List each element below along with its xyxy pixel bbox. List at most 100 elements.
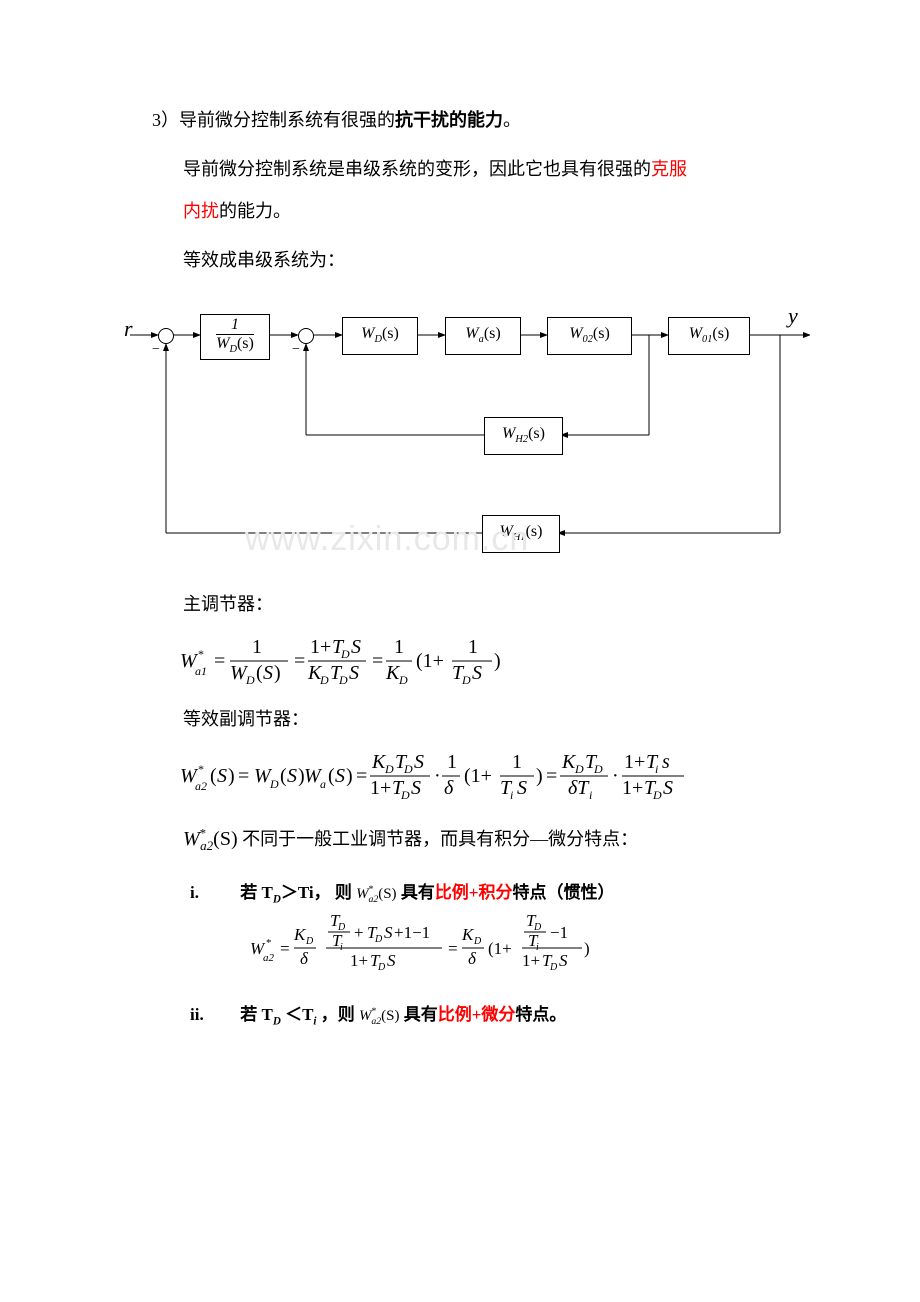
box1-num: 1 — [231, 317, 239, 334]
svg-text:1+: 1+ — [350, 951, 368, 970]
svg-text:D: D — [319, 673, 329, 687]
item-i: i. 若 TD＞Ti， 则 W*a2(S) 具有比例+积分特点（惯性） — [130, 878, 805, 905]
para3: 等效成串级系统为： — [130, 250, 345, 270]
box-w01: W01(s) — [668, 317, 750, 355]
svg-text:1: 1 — [447, 751, 457, 773]
svg-text:*: * — [198, 647, 204, 661]
svg-text:δ: δ — [444, 777, 454, 799]
equation-3: W*a2 = KD δ TD Ti +TDS+1−1 1+TDS = KD — [250, 912, 805, 984]
svg-text:1: 1 — [468, 636, 478, 658]
svg-text:D: D — [377, 962, 386, 973]
svg-text:): ) — [274, 662, 281, 684]
para4: 主调节器： — [130, 594, 273, 614]
svg-text:(: ( — [256, 662, 263, 684]
svg-text:(1+: (1+ — [416, 650, 444, 672]
para2-line1: 导前微分控制系统是串级系统的变形，因此它也具有很强的克服 — [130, 149, 805, 190]
svg-text:1+: 1+ — [370, 777, 391, 799]
svg-text:1+: 1+ — [622, 777, 643, 799]
svg-text:(1+: (1+ — [488, 939, 512, 958]
svg-text:D: D — [374, 934, 383, 945]
svg-text:D: D — [400, 788, 410, 802]
minus-2: − — [292, 342, 300, 358]
svg-text:=: = — [238, 765, 249, 787]
svg-text:·: · — [612, 765, 619, 787]
svg-text:D: D — [473, 936, 482, 947]
svg-text:S: S — [384, 923, 393, 942]
svg-text:D: D — [340, 647, 350, 661]
item-ii: ii. 若 TD ＜Ti ，则 W*a2(S) 具有比例+微分特点。 — [130, 1000, 805, 1027]
svg-text:=: = — [356, 765, 367, 787]
svg-text:D: D — [338, 673, 348, 687]
svg-text:+1−1: +1−1 — [394, 923, 430, 942]
svg-text:S: S — [217, 765, 227, 787]
svg-text:): ) — [346, 765, 353, 787]
svg-text:K: K — [461, 925, 475, 944]
svg-text:(: ( — [210, 765, 217, 787]
svg-text:S: S — [351, 636, 361, 658]
para1-bold: 抗干扰的能力 — [395, 110, 503, 130]
svg-text:*: * — [198, 762, 204, 776]
svg-text:(1+: (1+ — [464, 765, 492, 787]
para5: 等效副调节器： — [130, 709, 309, 729]
svg-text:S: S — [411, 777, 421, 799]
svg-text:*: * — [266, 937, 272, 949]
svg-text:D: D — [652, 788, 662, 802]
svg-text:1+: 1+ — [310, 636, 331, 658]
svg-text:D: D — [593, 762, 603, 776]
svg-text:·: · — [434, 765, 441, 787]
box-1-over-wd: 1 WD(s) — [200, 314, 270, 360]
svg-text:S: S — [559, 951, 568, 970]
diagram-r-label: r — [124, 316, 133, 342]
svg-text:1+: 1+ — [522, 951, 540, 970]
svg-text:=: = — [294, 650, 305, 672]
equation-2: W*a2 (S) = WD(S) Wa(S) = KDTDS 1+TDS · 1… — [180, 748, 805, 804]
equation-1: W*a1 = 1 WD(S) = 1+TDS KDTDS = 1 KD (1+ … — [180, 633, 805, 689]
svg-text:D: D — [269, 777, 279, 791]
box-w02: W02(s) — [547, 317, 632, 355]
svg-text:D: D — [305, 936, 314, 947]
svg-text:=: = — [372, 650, 383, 672]
svg-text:−1: −1 — [550, 923, 568, 942]
svg-text:=: = — [280, 939, 290, 958]
para1: 3）导前微分控制系统有很强的抗干扰的能力。 — [130, 110, 521, 130]
svg-text:D: D — [403, 762, 413, 776]
svg-text:=: = — [546, 765, 557, 787]
para2-line2: 内扰的能力。 — [130, 191, 805, 232]
svg-text:a2: a2 — [263, 952, 275, 964]
svg-text:S: S — [263, 662, 273, 684]
para6-text: 不同于一般工业调节器，而具有积分—微分特点： — [238, 829, 639, 849]
svg-text:1+: 1+ — [624, 751, 645, 773]
sum-2 — [298, 328, 314, 344]
para1-suffix: 。 — [503, 110, 521, 130]
item-i-rn: i. — [190, 883, 236, 903]
svg-text:D: D — [398, 673, 408, 687]
para2-a: 导前微分控制系统是串级系统的变形，因此它也具有很强的 — [183, 159, 651, 179]
svg-text:S: S — [517, 777, 527, 799]
item-ii-rn: ii. — [190, 1005, 236, 1025]
box-wd: WD(s) — [342, 317, 418, 355]
svg-text:1: 1 — [394, 636, 404, 658]
svg-text:i: i — [589, 788, 592, 802]
svg-text:D: D — [384, 762, 394, 776]
para2-red: 克服 — [651, 159, 687, 179]
box-wh1: WH1(s) — [482, 515, 560, 553]
svg-text:D: D — [549, 962, 558, 973]
svg-text:): ) — [536, 765, 543, 787]
svg-text:=: = — [448, 939, 458, 958]
svg-text:δT: δT — [568, 777, 590, 799]
para1-prefix: 3）导前微分控制系统有很强的 — [152, 110, 395, 130]
svg-text:D: D — [245, 673, 255, 687]
box-wh2: WH2(s) — [484, 417, 563, 455]
svg-text:i: i — [655, 762, 658, 776]
svg-text:S: S — [335, 765, 345, 787]
sum-1 — [158, 328, 174, 344]
svg-text:δ: δ — [300, 949, 309, 968]
svg-text:1: 1 — [512, 751, 522, 773]
para2-b: 的能力。 — [219, 201, 291, 221]
svg-text:=: = — [214, 650, 225, 672]
svg-text:(: ( — [328, 765, 335, 787]
svg-text:S: S — [349, 662, 359, 684]
svg-text:1: 1 — [252, 636, 262, 658]
svg-text:s: s — [662, 751, 670, 773]
svg-text:): ) — [494, 650, 501, 672]
